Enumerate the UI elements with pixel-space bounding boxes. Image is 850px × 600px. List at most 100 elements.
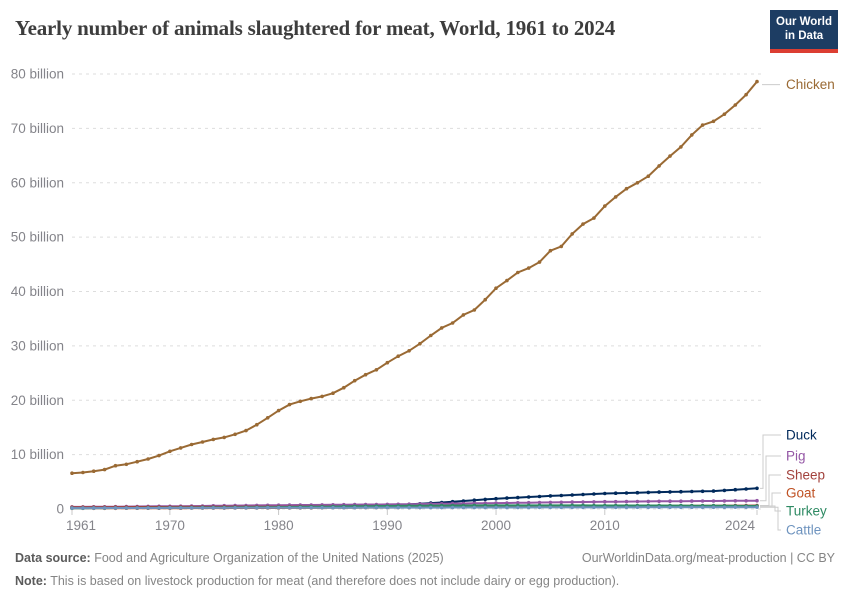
y-tick-label: 50 billion <box>11 230 64 245</box>
data-point <box>135 459 139 464</box>
data-point <box>396 505 401 510</box>
data-point <box>516 495 520 500</box>
data-point <box>439 326 444 330</box>
data-point <box>657 499 661 504</box>
y-tick-label: 60 billion <box>11 175 64 190</box>
data-point <box>646 499 651 504</box>
data-point <box>548 505 553 510</box>
data-point <box>461 313 466 317</box>
series-cattle[interactable]: Cattle <box>70 505 821 538</box>
data-point <box>603 204 607 208</box>
series-label-duck[interactable]: Duck <box>786 428 817 443</box>
data-point <box>526 495 531 499</box>
data-point <box>592 216 596 220</box>
data-point <box>146 506 150 510</box>
data-point <box>711 505 716 510</box>
data-point <box>711 119 716 124</box>
data-point <box>352 505 357 510</box>
series-label-cattle[interactable]: Cattle <box>786 523 821 538</box>
label-connector <box>760 434 781 489</box>
data-point <box>91 506 96 510</box>
data-point <box>657 505 661 510</box>
label-connector <box>760 455 781 502</box>
data-point <box>624 499 629 504</box>
data-point <box>418 505 422 510</box>
data-point <box>559 244 564 249</box>
data-point <box>690 489 694 494</box>
data-point <box>113 506 118 510</box>
data-point <box>342 505 346 510</box>
data-point <box>570 505 574 510</box>
data-point <box>157 506 161 510</box>
data-point <box>483 505 488 510</box>
data-point <box>559 500 564 505</box>
data-point <box>505 505 509 510</box>
data-point <box>124 462 129 467</box>
line-chart[interactable]: 0 10 billion 20 billion 30 billion 40 billio… <box>0 0 850 545</box>
data-point <box>537 494 542 499</box>
data-point <box>178 446 183 450</box>
data-point <box>276 408 281 413</box>
data-point <box>461 499 466 503</box>
data-point <box>679 145 683 149</box>
data-point <box>320 505 324 510</box>
chart-footer: Data source: Food and Agriculture Organi… <box>15 547 835 592</box>
y-tick-label: 10 billion <box>11 447 64 462</box>
data-point <box>755 486 759 491</box>
data-point <box>668 499 672 504</box>
data-point <box>331 391 335 396</box>
series-label-chicken[interactable]: Chicken <box>786 77 835 92</box>
data-point <box>374 368 379 372</box>
data-point <box>603 499 607 504</box>
series-line-chicken[interactable] <box>71 80 758 475</box>
series-duck[interactable]: Duck <box>70 428 817 510</box>
data-point <box>559 493 564 498</box>
data-point <box>711 489 716 493</box>
series-label-sheep[interactable]: Sheep <box>786 468 825 483</box>
data-point <box>711 499 716 503</box>
data-point <box>157 453 161 458</box>
data-source: Data source: Food and Agriculture Organi… <box>15 547 444 570</box>
series-label-pig[interactable]: Pig <box>786 449 806 464</box>
data-point <box>450 505 455 510</box>
data-point <box>102 467 107 472</box>
data-point <box>429 505 433 510</box>
data-point <box>494 505 498 510</box>
data-point <box>613 491 618 496</box>
data-point <box>516 501 520 505</box>
data-point <box>570 232 574 236</box>
series-label-turkey[interactable]: Turkey <box>786 504 827 519</box>
series-chicken[interactable]: Chicken <box>70 77 835 476</box>
data-point <box>254 506 259 510</box>
owid-logo[interactable]: Our World in Data <box>770 10 838 53</box>
note-label: Note: <box>15 573 47 588</box>
data-point <box>559 505 564 510</box>
page-title: Yearly number of animals slaughtered for… <box>15 16 616 40</box>
data-point <box>635 490 640 495</box>
data-point <box>439 505 444 510</box>
series-line-cattle[interactable] <box>72 506 757 510</box>
data-point <box>168 449 172 454</box>
data-point <box>418 341 422 346</box>
data-point <box>472 505 477 510</box>
data-point <box>494 286 498 291</box>
data-point <box>537 500 542 505</box>
data-point <box>733 499 738 503</box>
data-point <box>450 321 455 325</box>
data-point <box>755 505 759 510</box>
data-point <box>233 432 237 437</box>
series-pig[interactable]: Pig <box>70 449 806 509</box>
data-point <box>592 505 596 510</box>
data-point <box>211 437 216 442</box>
data-point <box>494 496 498 501</box>
x-tick-label: 1990 <box>372 518 402 533</box>
data-point <box>548 248 553 253</box>
data-point <box>668 490 672 494</box>
data-point <box>70 471 74 476</box>
data-point <box>581 492 585 497</box>
owid-link[interactable]: OurWorldinData.org/meat-production | CC … <box>581 551 835 565</box>
data-point <box>603 505 607 510</box>
series-label-goat[interactable]: Goat <box>786 486 816 501</box>
data-point <box>429 333 433 338</box>
data-point <box>690 505 694 510</box>
